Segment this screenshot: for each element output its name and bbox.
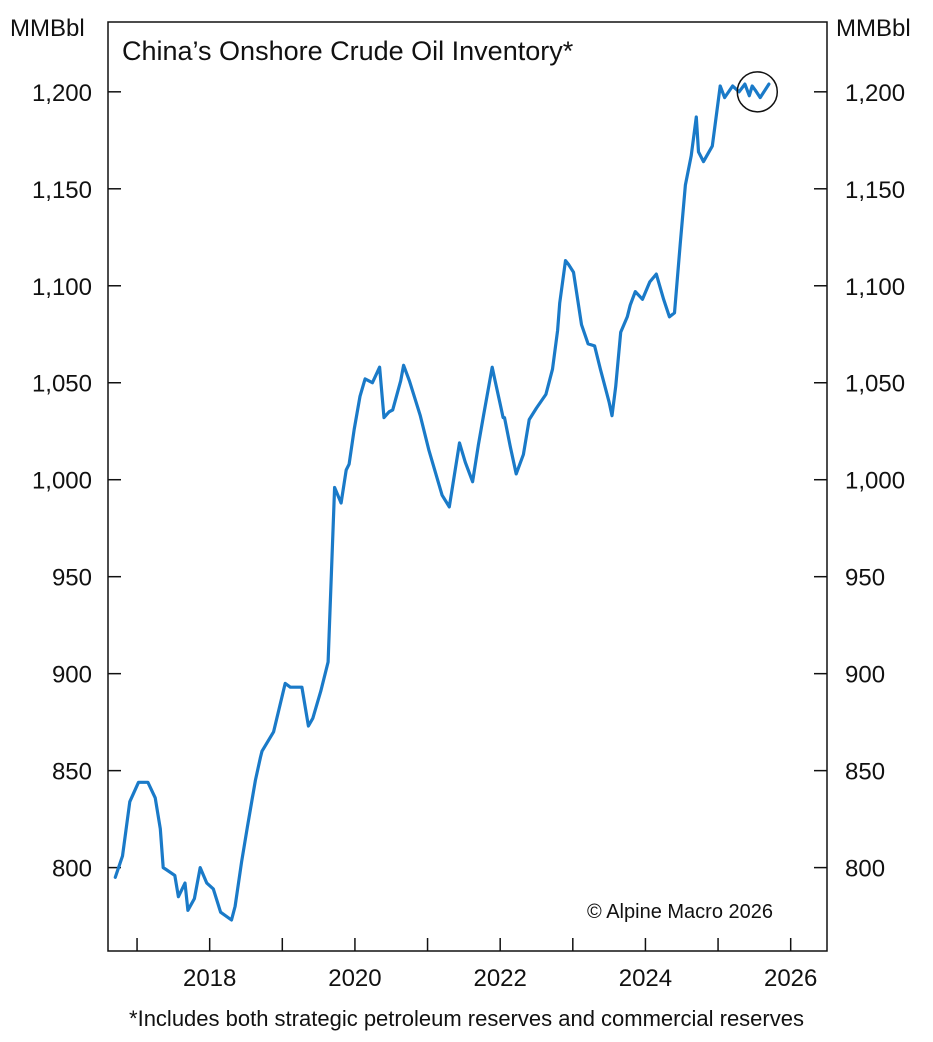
y-tick-label-right: 800 [845,856,885,883]
x-tick-label: 2022 [473,965,526,992]
y-tick-label-right: 1,200 [845,80,905,107]
y-tick-label-right: 1,050 [845,371,905,398]
y-tick-label-left: 1,050 [32,371,92,398]
x-tick-label: 2024 [619,965,672,992]
y-tick-label-right: 950 [845,565,885,592]
y-tick-label-right: 1,000 [845,468,905,495]
y-tick-label-left: 1,000 [32,468,92,495]
y-tick-label-left: 1,200 [32,80,92,107]
chart-footnote: *Includes both strategic petroleum reser… [129,1006,804,1031]
x-axis: 2018 2020 2022 2024 2026 [136,938,817,992]
right-axis-unit: MMBbl [836,15,911,42]
y-tick-label-left: 850 [52,759,92,786]
x-tick-label: 2026 [764,965,817,992]
x-tick-label: 2018 [183,965,236,992]
chart-title: China’s Onshore Crude Oil Inventory* [122,36,574,66]
y-tick-label-right: 900 [845,662,885,689]
chart-credit: © Alpine Macro 2026 [587,901,773,923]
latest-value-highlight-circle [736,71,779,113]
left-axis-unit: MMBbl [10,15,85,42]
x-tick-label: 2020 [328,965,381,992]
y-tick-label-left: 950 [52,565,92,592]
y-tick-label-right: 1,100 [845,274,905,301]
y-tick-label-left: 1,100 [32,274,92,301]
y-tick-label-right: 1,150 [845,177,905,204]
y-tick-label-left: 900 [52,662,92,689]
y-tick-label-right: 850 [845,759,885,786]
y-tick-label-left: 800 [52,856,92,883]
plot-frame [107,21,828,952]
series-line [113,82,771,922]
y-axis-right: 800 850 900 950 1,000 1,050 1,100 1,150 1,200 [814,80,905,883]
y-axis-left: 800 850 900 950 1,000 1,050 1,100 1,150 1,200 [32,80,121,883]
y-tick-label-left: 1,150 [32,177,92,204]
